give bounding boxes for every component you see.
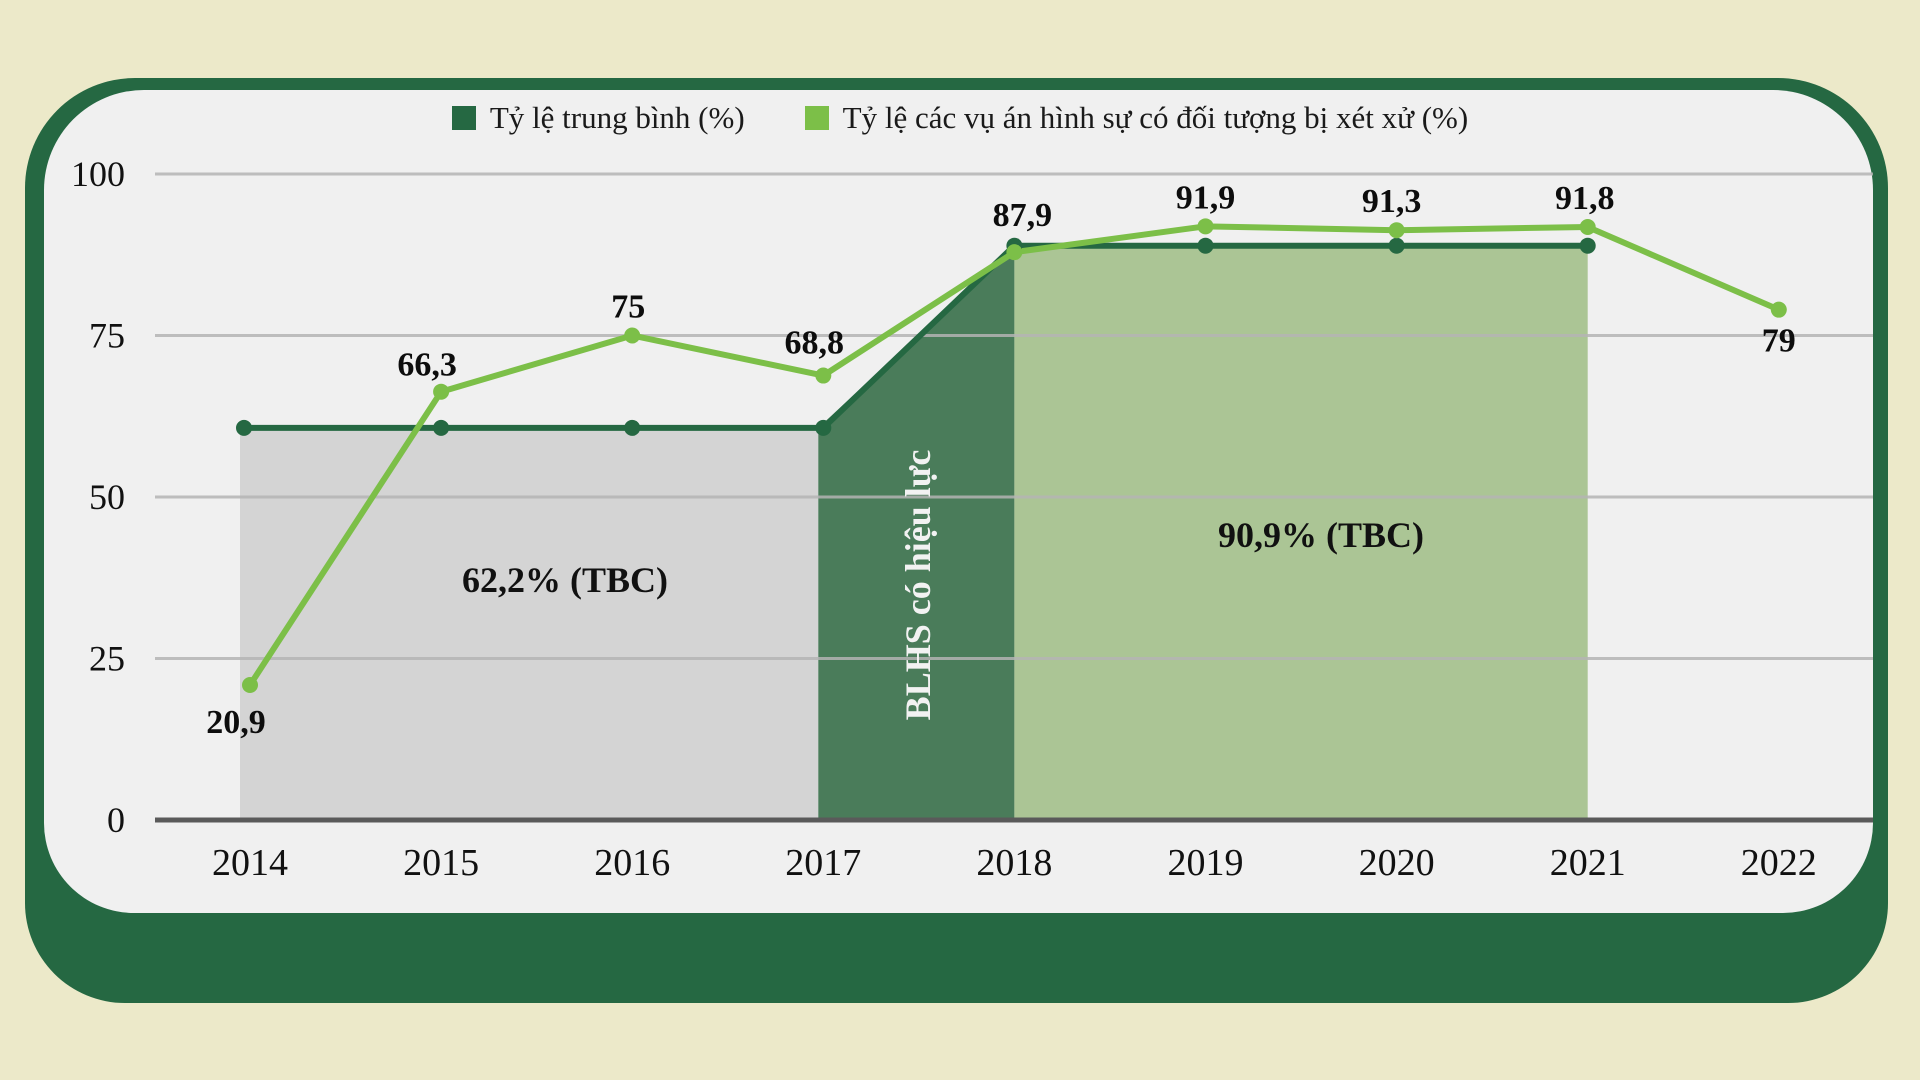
rate-point — [1579, 218, 1596, 235]
labels-layer: 0 25 50 75 100 2014 2015 2016 2017 2018 2019 2020 20… — [71, 154, 1817, 884]
y-tick-label: 50 — [89, 477, 125, 517]
average-point — [1197, 237, 1214, 254]
average-point — [236, 419, 252, 436]
rate-point — [624, 327, 641, 344]
legend: Tỷ lệ trung bình (%) Tỷ lệ các vụ án hìn… — [0, 100, 1920, 136]
x-tick-label: 2016 — [594, 842, 670, 884]
x-tick-label: 2017 — [785, 842, 861, 884]
legend-swatch-average — [451, 106, 476, 130]
data-label: 91,9 — [1176, 179, 1236, 216]
legend-label-average: Tỷ lệ trung bình (%) — [489, 100, 745, 135]
grid-layer — [155, 172, 1873, 823]
x-tick-label: 2022 — [1741, 842, 1817, 884]
rate-point — [433, 383, 450, 400]
y-tick-label: 0 — [107, 800, 125, 840]
data-label: 87,9 — [993, 197, 1053, 234]
legend-item-average: Tỷ lệ trung bình (%) — [451, 100, 745, 136]
region-label-transition: BLHS có hiệu lực — [898, 450, 938, 721]
y-tick-label: 100 — [71, 154, 125, 194]
data-label: 20,9 — [206, 704, 266, 741]
y-tick-label: 25 — [89, 639, 125, 679]
y-tick-label: 75 — [89, 316, 125, 356]
data-label: 68,8 — [785, 325, 845, 362]
data-label: 66,3 — [397, 347, 457, 384]
rate-point — [1388, 222, 1405, 239]
data-label: 75 — [611, 289, 645, 326]
rate-point — [242, 676, 258, 693]
average-point — [815, 419, 832, 436]
average-point — [1579, 237, 1596, 254]
series-line-0 — [244, 242, 1588, 431]
data-label: 91,3 — [1362, 183, 1422, 220]
average-point — [624, 419, 641, 436]
region-label-before: 62,2% (TBC) — [462, 560, 668, 600]
series-layer — [236, 218, 1787, 693]
region-0 — [240, 427, 819, 820]
rate-point — [1197, 218, 1214, 235]
x-tick-label: 2015 — [403, 842, 479, 884]
average-point — [1388, 237, 1405, 254]
legend-swatch-rate — [804, 106, 829, 130]
data-label: 79 — [1762, 323, 1796, 360]
rate-point — [1006, 244, 1023, 261]
x-tick-label: 2014 — [212, 842, 288, 884]
data-label: 91,8 — [1555, 180, 1615, 217]
x-tick-label: 2019 — [1168, 842, 1244, 884]
region-label-after: 90,9% (TBC) — [1218, 515, 1424, 555]
x-tick-label: 2020 — [1359, 842, 1435, 884]
legend-label-rate: Tỷ lệ các vụ án hình sự có đối tượng bị … — [842, 100, 1469, 135]
legend-item-rate: Tỷ lệ các vụ án hình sự có đối tượng bị … — [804, 100, 1469, 136]
rate-point — [1770, 301, 1787, 318]
regions-layer — [240, 245, 1588, 820]
x-tick-label: 2021 — [1550, 842, 1626, 884]
average-point — [433, 419, 450, 436]
region-2 — [1014, 245, 1588, 820]
rate-point — [815, 367, 832, 384]
x-tick-label: 2018 — [976, 842, 1052, 884]
